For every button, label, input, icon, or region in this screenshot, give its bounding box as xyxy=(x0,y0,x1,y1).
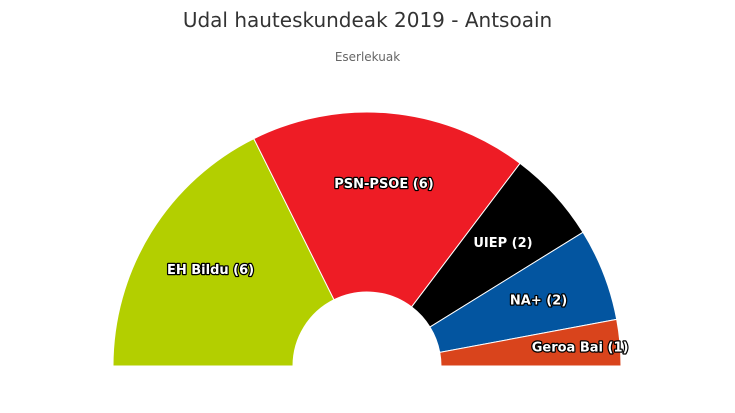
slice-label-geroa-bai: Geroa Bai (1) xyxy=(532,340,629,355)
labels-layer: EH Bildu (6) PSN-PSOE (6) UIEP (2) NA+ (2) G… xyxy=(166,176,630,357)
slice-geroa-bai[interactable] xyxy=(439,318,622,367)
slice-eh-bildu[interactable] xyxy=(112,137,335,367)
slice-label-na-: NA+ (2) xyxy=(510,294,567,309)
slice-psn-psoe[interactable] xyxy=(253,111,521,308)
chart-subtitle: Eserlekuak xyxy=(334,50,401,64)
chart-title: Udal hauteskundeak 2019 - Antsoain xyxy=(182,8,553,32)
slices-layer xyxy=(112,111,622,367)
slice-label-psn-psoe: PSN-PSOE (6) xyxy=(334,177,433,192)
slice-label-eh-bildu: EH Bildu (6) xyxy=(167,263,254,278)
slice-label-uiep: UIEP (2) xyxy=(473,236,532,251)
